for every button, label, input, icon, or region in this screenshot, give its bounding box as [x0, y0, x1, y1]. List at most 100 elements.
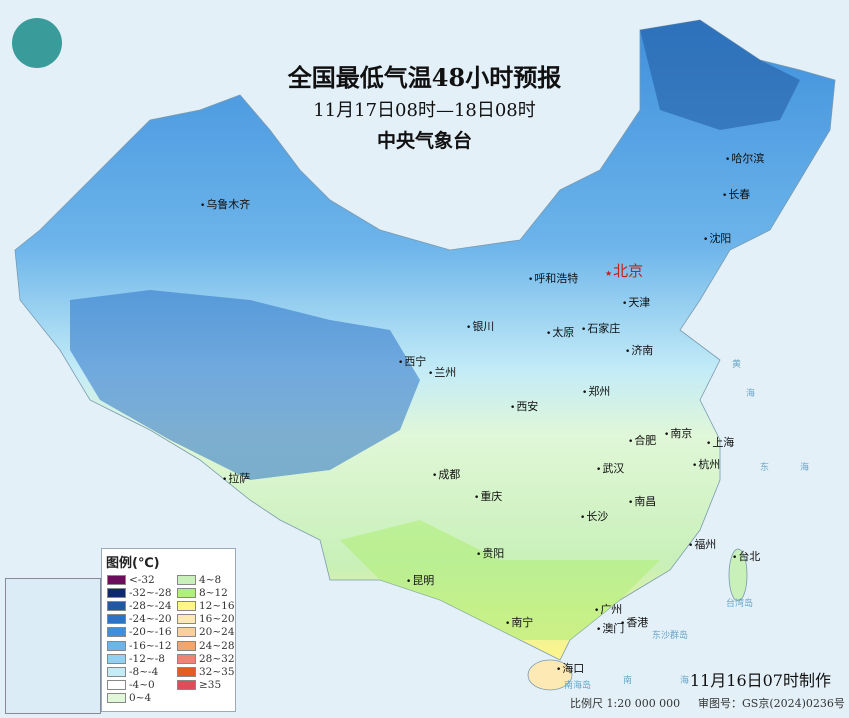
legend-label: <-32	[129, 573, 155, 586]
legend-item: 4~8	[177, 573, 237, 586]
legend-title: 图例(℃)	[106, 556, 160, 571]
legend-item: 0~4	[107, 692, 177, 705]
legend-label: 8~12	[199, 586, 228, 599]
sea-label: 海	[800, 463, 810, 473]
map-scale: 比例尺 1:20 000 000	[570, 697, 681, 710]
legend-swatch	[177, 614, 196, 625]
northeast-cold-region	[640, 20, 800, 130]
legend-item: 24~28	[177, 639, 237, 652]
production-time: 11月16日07时制作	[689, 671, 831, 690]
legend-label: -16~-12	[129, 639, 172, 652]
city-label: 台北	[732, 548, 760, 564]
legend-swatch	[107, 587, 126, 598]
legend-item: -12~-8	[107, 652, 177, 665]
forecast-period: 11月17日08时—18日08时	[313, 100, 536, 121]
legend-swatch	[177, 574, 196, 585]
legend-label: 20~24	[199, 626, 235, 639]
legend-swatch	[177, 587, 196, 598]
legend-swatch	[107, 653, 126, 664]
sea-label: 南	[623, 676, 633, 686]
legend-swatch	[107, 614, 126, 625]
city-label: 合肥	[628, 432, 656, 448]
legend-item: 28~32	[177, 652, 237, 665]
map-title: 全国最低气温48小时预报	[287, 63, 562, 92]
south-china-sea-inset-map	[5, 578, 101, 714]
legend-label: -24~-20	[129, 613, 172, 626]
city-label: 成都	[432, 466, 460, 482]
city-label: 福州	[688, 536, 716, 552]
city-label: 太原	[546, 324, 574, 340]
legend-label: -8~-4	[129, 665, 159, 678]
legend-swatch	[177, 680, 196, 691]
legend: 图例(℃) <-32 -32~-28 -28~-24 -24~-20 -20~-16 -1…	[101, 548, 236, 712]
legend-label: ≥35	[199, 679, 222, 692]
legend-swatch	[177, 600, 196, 611]
legend-item: ≥35	[177, 679, 237, 692]
legend-swatch	[107, 693, 126, 704]
legend-label: 24~28	[199, 639, 235, 652]
legend-item: 32~35	[177, 665, 237, 678]
legend-swatch	[107, 574, 126, 585]
legend-label: -4~0	[129, 679, 155, 692]
legend-label: -32~-28	[129, 586, 172, 599]
legend-swatch	[107, 680, 126, 691]
city-label: 兰州	[428, 364, 456, 380]
city-label: 哈尔滨	[725, 150, 764, 166]
sea-label: 台湾岛	[726, 599, 754, 609]
city-label: 乌鲁木齐	[200, 196, 250, 212]
legend-swatch	[107, 600, 126, 611]
legend-label: 0~4	[129, 692, 152, 705]
legend-label: 4~8	[199, 573, 222, 586]
legend-label: 32~35	[199, 665, 235, 678]
city-label: 长春	[722, 186, 750, 202]
city-label: 石家庄	[581, 320, 620, 336]
cma-logo	[12, 18, 62, 68]
city-label: 沈阳	[703, 230, 731, 246]
tibet-cold-region	[70, 290, 420, 480]
legend-swatch	[177, 653, 196, 664]
city-label: 香港	[620, 614, 648, 630]
legend-label: -20~-16	[129, 626, 172, 639]
city-label: 海口	[556, 660, 584, 676]
south-warm-region	[340, 520, 660, 640]
legend-item: 8~12	[177, 586, 237, 599]
legend-label: -12~-8	[129, 652, 165, 665]
city-label: 南京	[664, 425, 692, 441]
legend-swatch	[107, 640, 126, 651]
city-label: 武汉	[596, 460, 624, 476]
city-label: 上海	[706, 434, 734, 450]
city-label: 天津	[622, 294, 650, 310]
city-label: 济南	[625, 342, 653, 358]
city-label: 南昌	[628, 493, 656, 509]
legend-swatch	[177, 666, 196, 677]
city-label: 拉萨	[222, 470, 250, 486]
legend-label: 28~32	[199, 652, 235, 665]
legend-swatch	[107, 627, 126, 638]
city-label-capital: 北京	[605, 260, 643, 281]
city-label: 昆明	[406, 572, 434, 588]
legend-swatch	[177, 640, 196, 651]
sea-label: 黄	[732, 360, 742, 370]
city-label: 郑州	[582, 383, 610, 399]
city-label: 西宁	[398, 353, 426, 369]
legend-item: -16~-12	[107, 639, 177, 652]
legend-swatch	[107, 666, 126, 677]
map-review-number: 审图号：GS京(2024)0236号	[698, 697, 845, 710]
legend-items: <-32 -32~-28 -28~-24 -24~-20 -20~-16 -16~-12-…	[107, 573, 235, 705]
city-label: 呼和浩特	[528, 270, 578, 286]
city-label: 重庆	[474, 488, 502, 504]
sea-label: 南海岛	[564, 681, 592, 691]
legend-item: <-32	[107, 573, 177, 586]
issuer: 中央气象台	[376, 130, 472, 152]
legend-item: -28~-24	[107, 599, 177, 612]
city-label: 南宁	[505, 614, 533, 630]
sea-label: 海	[680, 676, 690, 686]
legend-item: -4~0	[107, 679, 177, 692]
sea-label: 东沙群岛	[652, 631, 689, 641]
city-label: 长沙	[580, 508, 608, 524]
city-label: 银川	[466, 318, 494, 334]
legend-label: -28~-24	[129, 599, 172, 612]
legend-item: -24~-20	[107, 613, 177, 626]
city-label: 贵阳	[476, 545, 504, 561]
legend-swatch	[177, 627, 196, 638]
